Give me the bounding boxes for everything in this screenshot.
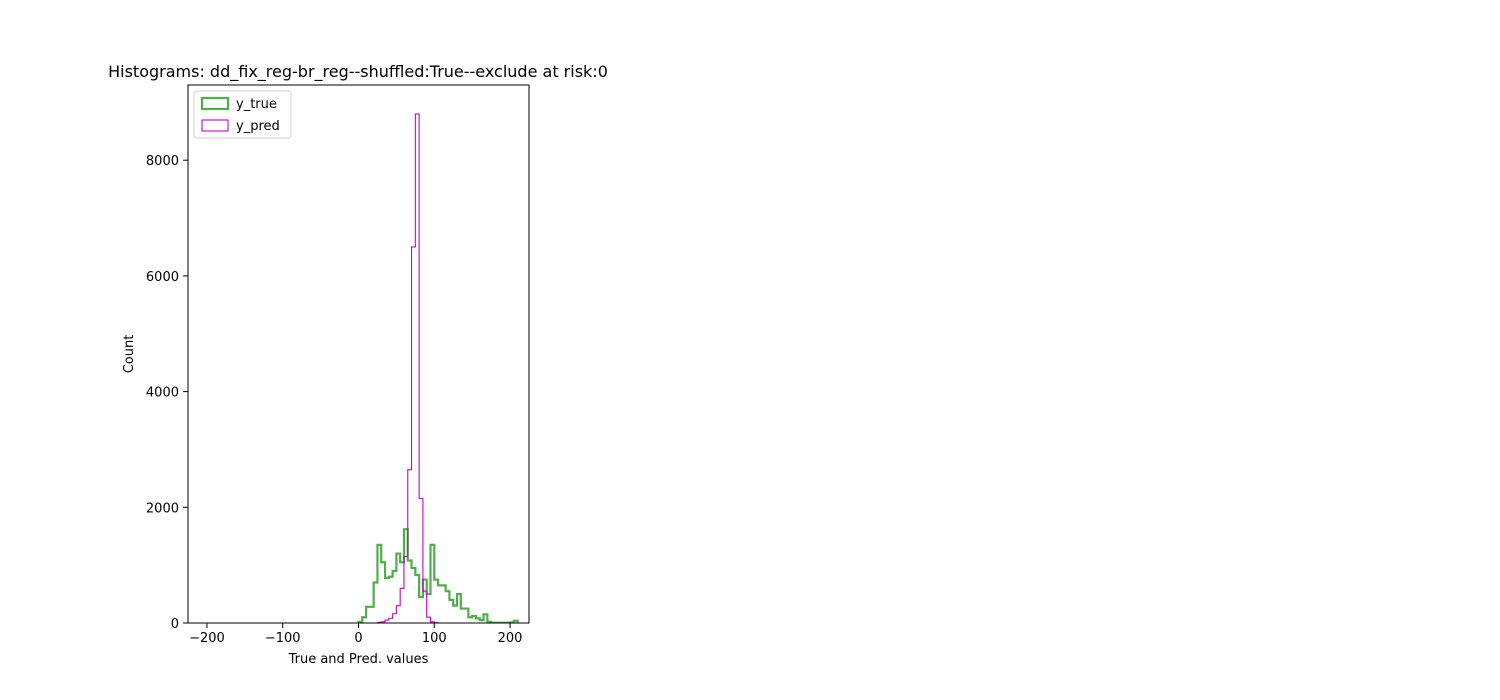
histogram-bin-y-pred: [427, 617, 431, 623]
histogram-series-y-true: [357, 528, 519, 623]
histogram-bin-y-pred: [393, 614, 397, 623]
histogram-bin-y-pred: [408, 470, 412, 623]
y-tick-label: 2000: [146, 501, 179, 516]
y-tick-label: 0: [171, 617, 179, 632]
histogram-series-y-pred: [376, 113, 439, 623]
chart-title: Histograms: dd_fix_reg-br_reg--shuffled:…: [108, 62, 608, 82]
histogram-bin-y-true: [362, 617, 366, 623]
histogram-bin-y-pred: [419, 499, 423, 623]
y-tick-label: 6000: [146, 270, 179, 285]
histogram-bin-y-true: [389, 577, 393, 623]
histogram-bin-y-pred: [423, 591, 427, 623]
histogram-bin-y-true: [457, 594, 461, 623]
histogram-bin-y-pred: [400, 588, 404, 623]
histogram-bin-y-true: [434, 580, 438, 623]
x-tick-label: 0: [354, 631, 362, 646]
histogram-bin-y-true: [366, 607, 370, 623]
y-tick-label: 8000: [146, 154, 179, 169]
histogram-bin-y-true: [442, 585, 446, 623]
x-tick-label: −200: [189, 631, 225, 646]
x-axis: −200 −100 0 100 200: [189, 623, 522, 646]
histogram-bin-y-true: [449, 600, 453, 623]
histogram-bin-y-pred: [412, 247, 416, 623]
histogram-bin-y-true: [468, 617, 472, 623]
histogram-bin-y-true: [381, 562, 385, 623]
histogram-bin-y-true: [446, 591, 450, 623]
histogram-bin-y-true: [430, 545, 434, 623]
histogram-bin-y-pred: [396, 606, 400, 623]
histogram-bin-y-true: [438, 585, 442, 623]
histogram-bin-y-true: [476, 618, 480, 623]
y-axis-label: Count: [122, 335, 137, 374]
histogram-bin-y-true: [370, 607, 374, 623]
x-tick-label: 100: [422, 631, 447, 646]
legend-swatch-y-pred: [201, 119, 229, 132]
x-tick-label: 200: [498, 631, 523, 646]
y-tick-label: 4000: [146, 386, 179, 401]
y-axis: 0 2000 4000 6000 8000: [146, 154, 188, 632]
histogram-bin-y-pred: [404, 556, 408, 623]
legend: y_true y_pred: [193, 90, 292, 139]
histogram-bin-y-true: [472, 616, 476, 623]
x-axis-label: True and Pred. values: [288, 652, 429, 667]
x-tick-label: −100: [265, 631, 301, 646]
histogram-bin-y-true: [461, 609, 465, 623]
histogram-bin-y-pred: [389, 618, 393, 623]
legend-box: [193, 90, 292, 139]
axes-frame: [187, 84, 530, 624]
legend-label-y-true: y_true: [236, 97, 277, 112]
histogram-bin-y-true: [374, 583, 378, 623]
plot-area: [357, 113, 519, 623]
histogram-bin-y-true: [453, 606, 457, 623]
histogram-bin-y-true: [484, 614, 488, 623]
legend-swatch-y-true: [200, 96, 230, 111]
histogram-bin-y-true: [385, 578, 389, 623]
legend-label-y-pred: y_pred: [236, 119, 280, 134]
histogram-bin-y-pred: [415, 114, 419, 623]
histogram-bin-y-true: [377, 545, 381, 623]
histogram-bin-y-true: [465, 609, 469, 623]
